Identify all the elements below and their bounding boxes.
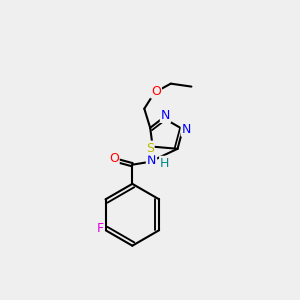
Text: H: H — [160, 157, 169, 170]
Text: N: N — [182, 123, 191, 136]
Text: F: F — [97, 222, 104, 235]
Text: N: N — [147, 154, 156, 167]
Text: O: O — [151, 85, 161, 98]
Text: N: N — [161, 109, 170, 122]
Text: S: S — [146, 142, 154, 154]
Text: O: O — [109, 152, 119, 165]
